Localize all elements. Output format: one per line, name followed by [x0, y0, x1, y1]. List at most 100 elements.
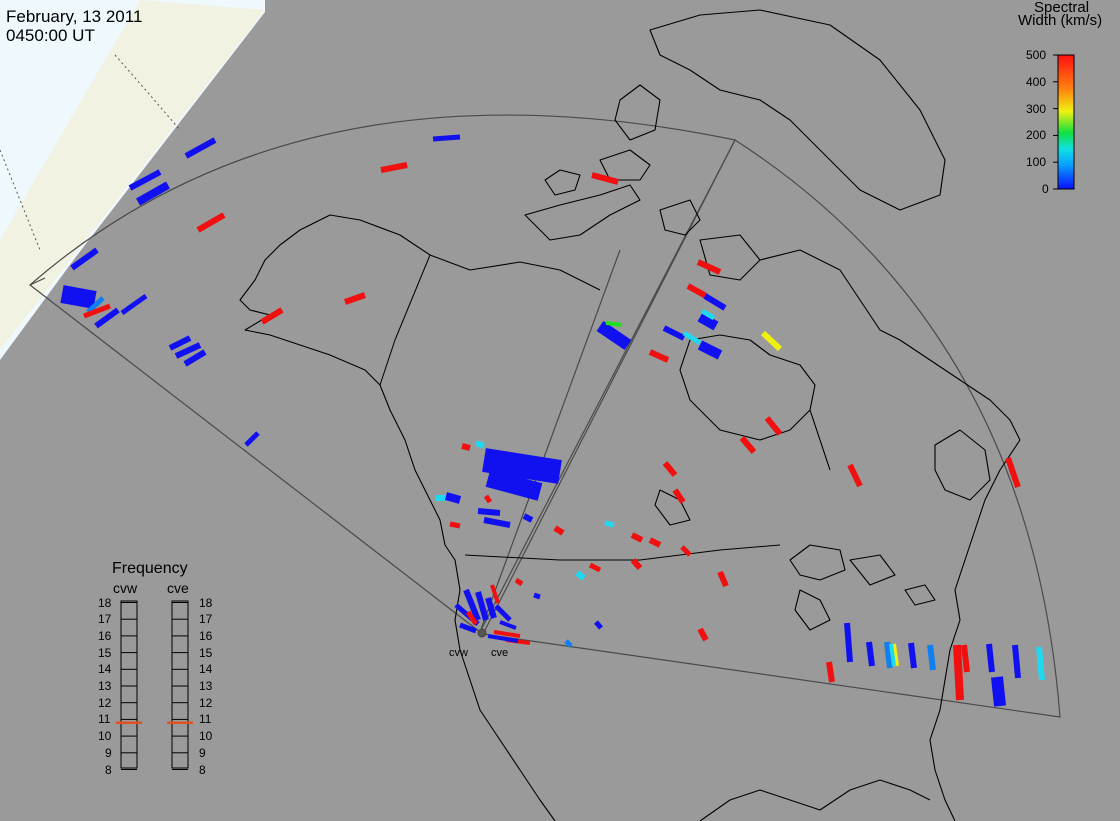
- color-scale-label: 0: [1042, 182, 1049, 196]
- backscatter-cell: [844, 622, 853, 663]
- backscatter-cell: [487, 634, 519, 643]
- backscatter-cell: [485, 469, 543, 501]
- color-scale-title-1: Spectral: [1034, 0, 1090, 16]
- frequency-label-left: 18: [98, 595, 112, 610]
- backscatter-cell: [493, 630, 521, 638]
- backscatter-cell: [136, 181, 170, 206]
- backscatter-cell: [847, 463, 863, 488]
- backscatter-cell: [474, 440, 486, 449]
- backscatter-cell: [120, 293, 148, 316]
- backscatter-data: [60, 134, 1045, 707]
- backscatter-cell: [94, 307, 120, 329]
- frequency-label-right: 10: [199, 729, 213, 744]
- frequency-ticks: [121, 602, 188, 770]
- backscatter-cell: [588, 562, 602, 573]
- backscatter-cell: [1005, 457, 1021, 488]
- backscatter-cell: [494, 604, 512, 622]
- backscatter-cell: [682, 330, 702, 346]
- backscatter-cell: [344, 292, 366, 305]
- backscatter-cell: [83, 303, 111, 319]
- frequency-title: Frequency: [112, 560, 188, 577]
- date-label: February, 13 2011: [6, 7, 143, 26]
- backscatter-cell: [183, 349, 207, 367]
- backscatter-cell: [648, 349, 670, 363]
- frequency-label-left: 12: [98, 695, 112, 710]
- backscatter-cell: [461, 443, 471, 451]
- backscatter-cell: [463, 588, 481, 622]
- backscatter-cell: [86, 296, 105, 314]
- backscatter-cell: [168, 335, 192, 351]
- backscatter-cell: [739, 436, 757, 454]
- backscatter-cell: [449, 521, 461, 529]
- color-scale-title-2: Width (km/s): [1018, 12, 1103, 29]
- frequency-label-right: 9: [199, 745, 206, 760]
- backscatter-cell: [475, 591, 489, 621]
- backscatter-cell: [260, 307, 284, 325]
- backscatter-cell: [483, 494, 493, 504]
- frequency-label-left: 8: [105, 762, 112, 777]
- color-scale-label: 300: [1026, 101, 1047, 116]
- backscatter-cell: [927, 644, 936, 671]
- backscatter-cell: [884, 641, 893, 669]
- color-scale-ticks: [1053, 54, 1058, 190]
- backscatter-cell: [672, 488, 686, 504]
- backscatter-cell: [697, 340, 723, 360]
- backscatter-cell: [490, 584, 500, 604]
- backscatter-cell: [591, 172, 619, 185]
- backscatter-cell: [764, 416, 783, 436]
- radar-label-cvw: cvw: [449, 647, 468, 659]
- backscatter-cell: [482, 448, 562, 484]
- radar-label-cve: cve: [491, 647, 509, 659]
- backscatter-cell: [703, 293, 727, 311]
- frequency-label-left: 17: [98, 612, 112, 627]
- frequency-label-left: 15: [98, 645, 112, 660]
- frequency-label-right: 18: [199, 595, 213, 610]
- backscatter-cell: [596, 321, 632, 350]
- backscatter-cell: [630, 532, 644, 543]
- color-scale-label: 500: [1026, 48, 1047, 62]
- backscatter-cell: [680, 545, 692, 557]
- cvw-frequency-box: [120, 600, 138, 769]
- backscatter-cell: [1036, 646, 1045, 681]
- backscatter-cell: [986, 643, 995, 673]
- backscatter-cell: [662, 461, 678, 477]
- backscatter-cell: [459, 622, 477, 634]
- backscatter-cell: [70, 247, 99, 271]
- backscatter-cell: [908, 642, 917, 669]
- backscatter-cell: [128, 169, 162, 191]
- backscatter-cell: [184, 137, 217, 159]
- backscatter-cell: [696, 259, 722, 275]
- frequency-label-left: 14: [98, 662, 112, 677]
- backscatter-cell: [889, 643, 896, 667]
- frequency-label-left: 11: [98, 712, 111, 727]
- terminator-band: [0, 0, 265, 350]
- fov-outlines: [29, 114, 1061, 718]
- frequency-label-right: 13: [199, 679, 213, 693]
- color-scale-label: 200: [1026, 128, 1047, 143]
- frequency-label-right: 14: [199, 662, 213, 677]
- backscatter-cell: [244, 431, 260, 447]
- backscatter-cell: [866, 641, 875, 667]
- frequency-label-left: 13: [98, 679, 112, 693]
- frequency-label-left: 10: [98, 729, 112, 744]
- coastlines: [239, 9, 1021, 821]
- backscatter-cell: [604, 520, 615, 528]
- backscatter-cell: [483, 517, 511, 528]
- backscatter-cell: [533, 592, 541, 600]
- time-label: 0450:00 UT: [6, 26, 95, 45]
- backscatter-cell: [174, 342, 202, 359]
- backscatter-cell: [605, 321, 623, 327]
- backscatter-cell: [697, 312, 719, 331]
- color-scale-bar: [1057, 54, 1075, 190]
- backscatter-cell: [60, 285, 97, 309]
- backscatter-cell: [953, 644, 964, 701]
- frequency-label-right: 15: [199, 645, 213, 660]
- frequency-cvw-label: cvw: [113, 580, 138, 596]
- backscatter-cell: [522, 513, 534, 523]
- backscatter-cell: [961, 644, 970, 673]
- backscatter-cell: [991, 676, 1006, 707]
- backscatter-cell: [717, 570, 729, 588]
- backscatter-cell: [553, 525, 565, 536]
